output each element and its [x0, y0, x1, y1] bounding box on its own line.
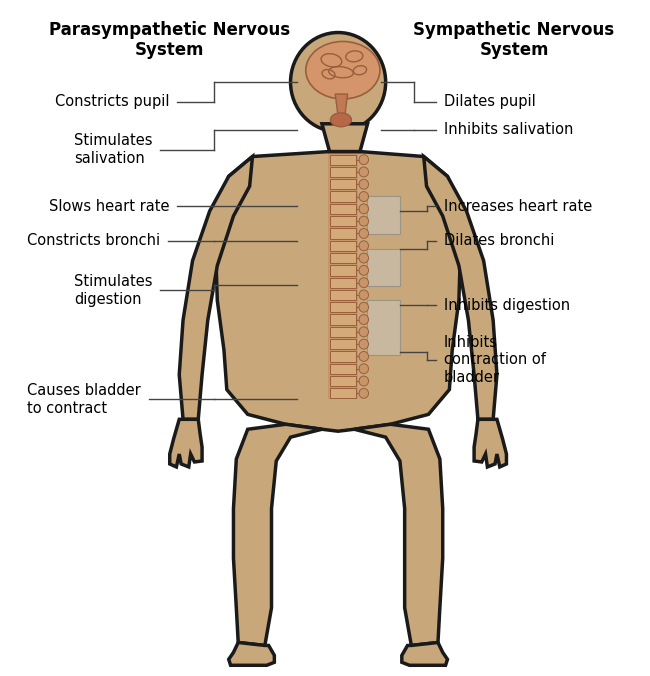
- Bar: [330, 290, 356, 300]
- Bar: [330, 265, 356, 276]
- Polygon shape: [233, 425, 322, 646]
- Bar: [330, 228, 356, 239]
- Text: Stimulates
salivation: Stimulates salivation: [74, 133, 153, 166]
- Circle shape: [359, 376, 369, 386]
- Polygon shape: [424, 157, 497, 419]
- Circle shape: [359, 339, 369, 349]
- Polygon shape: [214, 151, 462, 431]
- Circle shape: [359, 241, 369, 251]
- Bar: [330, 155, 356, 165]
- Bar: [330, 278, 356, 288]
- Circle shape: [359, 155, 369, 165]
- Text: Parasympathetic Nervous
System: Parasympathetic Nervous System: [49, 21, 291, 59]
- Polygon shape: [402, 642, 447, 665]
- Circle shape: [359, 389, 369, 398]
- Bar: [330, 203, 356, 214]
- Polygon shape: [229, 642, 274, 665]
- Polygon shape: [335, 94, 348, 117]
- Circle shape: [359, 314, 369, 324]
- Circle shape: [359, 179, 369, 189]
- Text: Dilates bronchi: Dilates bronchi: [444, 233, 554, 248]
- Bar: [330, 253, 356, 263]
- Bar: [330, 364, 356, 374]
- Circle shape: [359, 191, 369, 201]
- Text: Stimulates
digestion: Stimulates digestion: [74, 274, 153, 307]
- Circle shape: [359, 327, 369, 337]
- Bar: [330, 167, 356, 177]
- Bar: [330, 302, 356, 312]
- Polygon shape: [322, 124, 367, 151]
- Ellipse shape: [330, 113, 352, 127]
- Circle shape: [359, 278, 369, 287]
- Text: Sympathetic Nervous
System: Sympathetic Nervous System: [413, 21, 615, 59]
- Circle shape: [359, 228, 369, 239]
- Circle shape: [359, 216, 369, 226]
- Bar: [330, 241, 356, 251]
- Bar: [330, 352, 356, 362]
- Bar: [367, 300, 400, 355]
- Bar: [330, 216, 356, 226]
- Polygon shape: [170, 419, 202, 467]
- Circle shape: [359, 167, 369, 177]
- Bar: [330, 179, 356, 189]
- Circle shape: [359, 266, 369, 275]
- Polygon shape: [179, 157, 252, 419]
- Circle shape: [359, 204, 369, 214]
- Text: Increases heart rate: Increases heart rate: [444, 199, 592, 214]
- Text: Slows heart rate: Slows heart rate: [49, 199, 170, 214]
- Text: Inhibits salivation: Inhibits salivation: [444, 122, 573, 137]
- Circle shape: [359, 302, 369, 312]
- Circle shape: [359, 290, 369, 300]
- Bar: [367, 196, 400, 234]
- Bar: [330, 191, 356, 201]
- Bar: [330, 376, 356, 386]
- Text: Constricts pupil: Constricts pupil: [55, 95, 170, 110]
- Text: Inhibits
contraction of
bladder: Inhibits contraction of bladder: [444, 335, 545, 385]
- Bar: [330, 339, 356, 349]
- Bar: [330, 327, 356, 337]
- Text: Causes bladder
to contract: Causes bladder to contract: [27, 383, 141, 416]
- Text: Constricts bronchi: Constricts bronchi: [27, 233, 160, 248]
- Text: Inhibits digestion: Inhibits digestion: [444, 297, 570, 313]
- Text: Dilates pupil: Dilates pupil: [444, 95, 536, 110]
- Circle shape: [359, 352, 369, 362]
- Polygon shape: [474, 419, 506, 467]
- Bar: [367, 249, 400, 287]
- Circle shape: [359, 253, 369, 263]
- Ellipse shape: [306, 41, 380, 99]
- Bar: [330, 388, 356, 398]
- Ellipse shape: [291, 32, 385, 132]
- Bar: [328, 153, 358, 400]
- Bar: [330, 314, 356, 324]
- Polygon shape: [354, 425, 443, 646]
- Circle shape: [359, 364, 369, 374]
